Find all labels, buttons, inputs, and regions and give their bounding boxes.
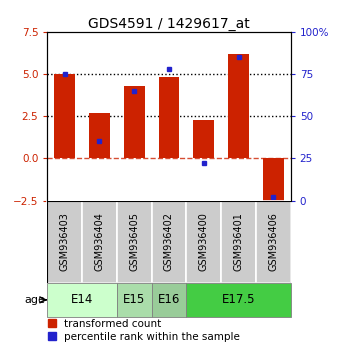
Bar: [193, 120, 214, 158]
Bar: [152, 200, 186, 283]
Bar: [89, 113, 110, 158]
Text: GSM936400: GSM936400: [199, 212, 209, 271]
Bar: [159, 78, 179, 158]
Bar: [186, 200, 221, 283]
Text: E17.5: E17.5: [222, 293, 255, 306]
Text: GSM936405: GSM936405: [129, 212, 139, 271]
Bar: [124, 86, 145, 158]
Text: GSM936404: GSM936404: [94, 212, 104, 271]
Bar: [117, 283, 152, 317]
Text: E14: E14: [71, 293, 93, 306]
Text: E15: E15: [123, 293, 145, 306]
Bar: [47, 200, 82, 283]
Text: GSM936403: GSM936403: [60, 212, 70, 271]
Bar: [263, 158, 284, 200]
Bar: [47, 283, 117, 317]
Text: E16: E16: [158, 293, 180, 306]
Bar: [117, 200, 152, 283]
Bar: [82, 200, 117, 283]
Text: age: age: [25, 295, 46, 305]
Text: GSM936402: GSM936402: [164, 212, 174, 271]
Title: GDS4591 / 1429617_at: GDS4591 / 1429617_at: [88, 17, 250, 31]
Text: GSM936406: GSM936406: [268, 212, 278, 271]
Bar: [256, 200, 291, 283]
Bar: [54, 74, 75, 158]
Bar: [221, 200, 256, 283]
Bar: [186, 283, 291, 317]
Text: GSM936401: GSM936401: [234, 212, 244, 271]
Bar: [152, 283, 186, 317]
Legend: transformed count, percentile rank within the sample: transformed count, percentile rank withi…: [48, 319, 240, 342]
Bar: [228, 54, 249, 158]
